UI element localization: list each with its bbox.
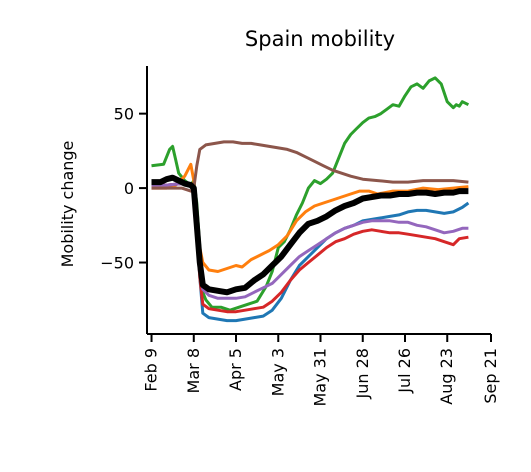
y-tick-label: 50 [114,105,134,124]
x-tick-label: Feb 9 [142,348,161,392]
x-axis: Feb 9 Mar 8 Apr 5 May 3 May 31 Jun 28 Jul 26 Au… [142,333,500,407]
x-tick-label: Mar 8 [184,348,203,393]
series-group [151,76,470,323]
x-tick-label: Jun 28 [353,348,372,399]
series-line-6 [151,140,469,193]
x-tick-label: May 3 [268,348,287,396]
x-tick-label: Apr 5 [226,348,245,391]
x-tick-label: Sep 21 [481,348,500,404]
y-axis-label: Mobility change [58,141,77,268]
x-tick-label: Jul 26 [395,348,414,394]
x-tick-label: May 31 [311,348,330,407]
y-tick-label: −50 [100,254,134,273]
plot-area [151,76,470,323]
x-tick-label: Aug 23 [437,348,456,405]
y-tick-label: 0 [124,179,134,198]
series-line-7 [151,174,469,296]
chart-title: Spain mobility [245,27,395,51]
y-axis: 50 0 −50 [100,66,148,334]
